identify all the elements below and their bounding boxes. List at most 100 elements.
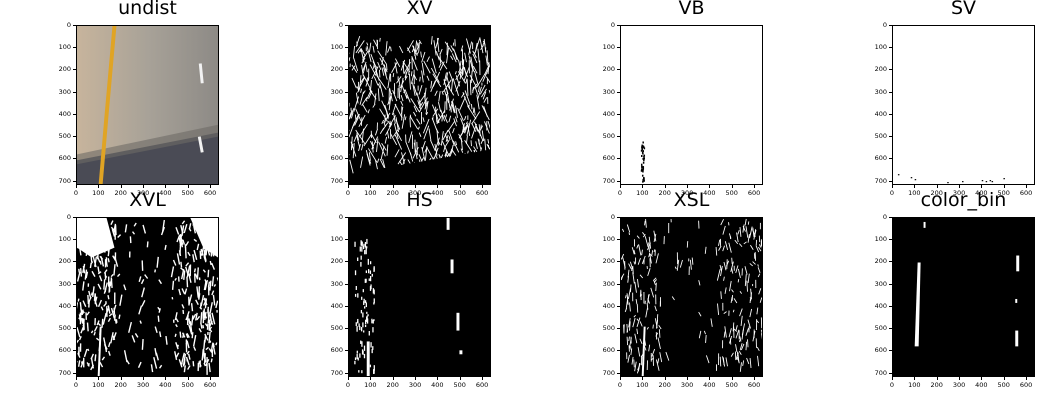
x-tick-label: 500 [997,189,1010,197]
x-tick-mark [687,377,689,380]
y-tick-mark [889,91,892,93]
y-tick-mark [617,217,620,218]
y-tick-mark [345,136,348,138]
image-undist [77,26,218,184]
x-tick-label: 300 [136,189,150,197]
x-tick-label: 500 [725,189,738,197]
x-tick-label: 0 [345,381,351,389]
y-tick-mark [889,158,892,160]
y-tick-label: 700 [58,368,71,377]
x-tick-mark [731,185,733,188]
y-tick-label: 700 [602,176,615,185]
y-tick-label: 200 [330,65,343,74]
y-tick-mark [889,217,892,218]
x-tick-label: 600 [1019,381,1033,389]
image-area [892,217,1035,377]
y-tick-mark [889,283,892,285]
y-tick-mark [73,239,76,241]
y-tick-label: 400 [58,301,71,310]
y-tick-label: 100 [58,43,71,52]
y-tick-label: 400 [330,301,343,310]
y-tick-mark [889,372,892,374]
y-tick-mark [345,158,348,160]
x-tick-label: 600 [203,189,217,197]
y-tick-mark [617,158,620,160]
x-tick-label: 100 [92,381,105,389]
image-hs [354,218,463,376]
y-tick-label: 500 [58,132,71,141]
y-tick-label: 300 [874,87,887,96]
y-tick-mark [889,25,892,26]
x-tick-label: 100 [364,189,377,197]
y-tick-label: 700 [58,176,71,185]
y-tick-mark [345,305,348,307]
x-tick-label: 500 [997,381,1010,389]
y-tick-mark [889,350,892,352]
x-tick-mark [370,185,372,188]
image-xvl [77,218,218,376]
subplot-color_bin: color_bin 0 100 200 300 400 500 600 0 100 200 300 40… [875,189,1035,389]
y-tick-mark [617,261,620,263]
x-tick-mark [392,185,394,188]
y-tick-label: 0 [338,21,343,29]
y-tick-mark [73,136,76,138]
x-tick-label: 400 [159,189,172,197]
y-tick-mark [889,305,892,307]
y-tick-mark [617,239,620,241]
y-tick-label: 0 [610,21,615,29]
y-tick-label: 600 [874,346,887,355]
x-tick-mark [959,185,961,188]
x-tick-label: 500 [181,381,194,389]
x-tick-mark [187,377,189,380]
x-tick-mark [642,377,644,380]
y-tick-mark [73,350,76,352]
y-tick-label: 600 [58,154,71,163]
x-tick-label: 400 [703,381,716,389]
x-tick-label: 0 [617,189,623,197]
y-tick-label: 300 [330,279,343,288]
y-tick-mark [345,328,348,330]
x-tick-mark [459,185,461,188]
y-tick-label: 0 [66,21,71,29]
y-tick-label: 300 [602,87,615,96]
y-tick-mark [345,69,348,71]
y-tick-label: 300 [58,87,71,96]
x-tick-label: 200 [114,381,127,389]
subplot-xsl: XSL 0 100 200 300 400 500 600 0 100 200 300 400 500 60… [603,189,763,389]
x-tick-mark [620,185,621,188]
x-tick-mark [210,377,212,380]
x-tick-label: 500 [181,189,194,197]
y-tick-mark [617,180,620,182]
y-tick-label: 700 [602,368,615,377]
image-area [620,217,763,377]
x-tick-label: 500 [453,381,466,389]
x-tick-label: 100 [908,189,921,197]
y-tick-mark [73,328,76,330]
y-tick-label: 0 [338,213,343,221]
subplot-hs: HS 0 100 200 300 400 500 600 0 100 200 300 400 500 600… [331,189,491,389]
x-tick-mark [754,377,756,380]
y-tick-mark [617,47,620,49]
y-tick-label: 700 [330,368,343,377]
x-tick-label: 100 [636,381,649,389]
x-tick-mark [620,377,621,380]
y-tick-mark [889,328,892,330]
subplot-title: color_bin [920,189,1007,211]
image-vb [640,141,646,183]
subplot-title: VB [678,0,705,19]
y-tick-mark [345,217,348,218]
y-tick-label: 200 [874,65,887,74]
y-tick-mark [73,283,76,285]
subplot-xv: XV 0 100 200 300 400 500 600 0 100 200 300 400 500 600… [331,0,491,197]
y-tick-mark [345,350,348,352]
image-area [620,25,763,185]
y-tick-label: 100 [602,43,615,52]
x-tick-mark [187,185,189,188]
x-tick-mark [143,185,145,188]
y-tick-label: 100 [58,235,71,244]
y-tick-label: 600 [874,154,887,163]
y-tick-label: 200 [874,257,887,266]
x-tick-label: 200 [930,381,943,389]
image-area [348,25,491,185]
x-tick-mark [981,185,983,188]
